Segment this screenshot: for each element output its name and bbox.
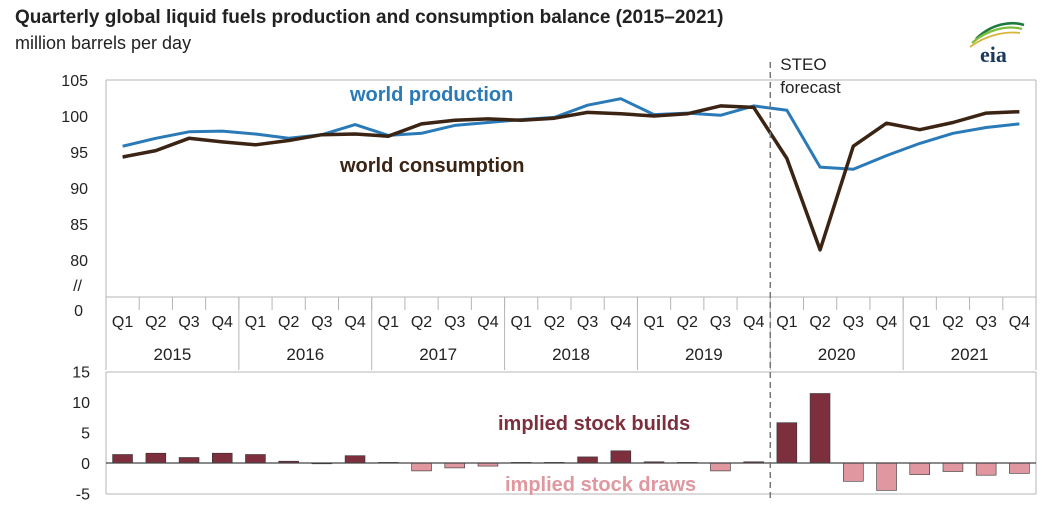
x-tick-label: Q3 bbox=[311, 314, 332, 331]
year-label: 2021 bbox=[951, 345, 989, 364]
y-axis-break: // bbox=[73, 278, 82, 295]
x-tick-label: Q1 bbox=[511, 314, 532, 331]
y-tick-label: 100 bbox=[61, 109, 88, 126]
x-tick-label: Q3 bbox=[976, 314, 997, 331]
year-label: 2015 bbox=[154, 345, 192, 364]
x-tick-label: Q1 bbox=[643, 314, 664, 331]
bar-y-tick-label: 15 bbox=[72, 365, 90, 382]
forecast-label-steo: STEO bbox=[780, 55, 826, 74]
stock-build-bar bbox=[112, 454, 133, 464]
x-tick-label: Q1 bbox=[909, 314, 930, 331]
bar-y-tick-label: 10 bbox=[72, 395, 90, 412]
stock-draw-bar bbox=[411, 462, 432, 472]
y-tick-label: 105 bbox=[61, 73, 88, 90]
draws-label: implied stock draws bbox=[505, 474, 696, 496]
year-label: 2020 bbox=[818, 345, 856, 364]
production-label: world production bbox=[349, 84, 513, 106]
x-tick-label: Q2 bbox=[677, 314, 698, 331]
y-tick-label: 0 bbox=[74, 303, 83, 320]
builds-label: implied stock builds bbox=[498, 413, 690, 435]
x-tick-label: Q2 bbox=[544, 314, 565, 331]
stock-build-bar bbox=[809, 393, 831, 464]
x-tick-label: Q1 bbox=[378, 314, 399, 331]
x-tick-label: Q2 bbox=[278, 314, 299, 331]
year-label: 2019 bbox=[685, 345, 723, 364]
x-tick-label: Q3 bbox=[710, 314, 731, 331]
x-tick-label: Q4 bbox=[212, 314, 233, 331]
stock-draw-bar bbox=[843, 462, 864, 482]
consumption-line bbox=[122, 104, 1020, 252]
x-tick-label: Q3 bbox=[843, 314, 864, 331]
x-tick-label: Q2 bbox=[411, 314, 432, 331]
stock-build-bar bbox=[610, 450, 632, 464]
x-tick-label: Q1 bbox=[776, 314, 797, 331]
x-tick-label: Q1 bbox=[112, 314, 133, 331]
year-label: 2017 bbox=[419, 345, 457, 364]
chart-title: Quarterly global liquid fuels production… bbox=[15, 7, 724, 28]
y-tick-label: 90 bbox=[70, 181, 88, 198]
consumption-label: world consumption bbox=[339, 155, 524, 177]
x-tick-label: Q4 bbox=[610, 314, 631, 331]
forecast-label-forecast: forecast bbox=[780, 78, 841, 97]
stock-draw-bar bbox=[1009, 462, 1030, 474]
stock-draw-bar bbox=[710, 462, 731, 472]
x-tick-label: Q2 bbox=[809, 314, 830, 331]
chart-subtitle: million barrels per day bbox=[15, 33, 192, 53]
stock-build-bar bbox=[145, 452, 167, 464]
stock-draw-bar bbox=[942, 462, 964, 472]
stock-build-bar bbox=[344, 455, 366, 464]
x-tick-label: Q3 bbox=[178, 314, 199, 331]
stock-draw-bar bbox=[975, 462, 997, 476]
y-tick-label: 95 bbox=[70, 145, 88, 162]
logo-text: eia bbox=[980, 42, 1007, 65]
y-tick-label: 85 bbox=[70, 217, 88, 234]
y-tick-label: 80 bbox=[70, 253, 88, 270]
stock-draw-bar bbox=[876, 462, 897, 491]
eia-logo: eia bbox=[969, 21, 1025, 65]
x-tick-label: Q2 bbox=[145, 314, 166, 331]
bar-y-tick-label: 5 bbox=[81, 426, 90, 443]
production-line bbox=[122, 97, 1020, 171]
x-tick-label: Q4 bbox=[743, 314, 764, 331]
top-line-chart: 105 100 95 90 85 80 // 0 Q1 Q2 Q3 Q4 Q1 Q2 Q3 Q4 Q1 Q2 Q3 Q… bbox=[61, 55, 1037, 370]
bar-y-tick-label: -5 bbox=[76, 487, 90, 504]
stock-draw-bar bbox=[444, 462, 465, 469]
x-tick-label: Q4 bbox=[1009, 314, 1030, 331]
x-tick-label: Q3 bbox=[577, 314, 598, 331]
stock-build-bar bbox=[212, 452, 233, 464]
stock-build-bar bbox=[776, 422, 798, 464]
stock-build-bar bbox=[577, 456, 598, 464]
bottom-bar-chart: 15 10 5 0 -5 implied stock builds implied stoc… bbox=[72, 365, 1037, 504]
year-label: 2018 bbox=[552, 345, 590, 364]
stock-draw-bar bbox=[909, 462, 930, 475]
x-tick-label: Q4 bbox=[344, 314, 365, 331]
x-tick-label: Q4 bbox=[477, 314, 498, 331]
year-label: 2016 bbox=[286, 345, 324, 364]
x-tick-label: Q4 bbox=[876, 314, 897, 331]
stock-build-bar bbox=[178, 457, 200, 464]
x-tick-label: Q3 bbox=[444, 314, 465, 331]
x-tick-label: Q1 bbox=[245, 314, 266, 331]
bar-y-tick-label: 0 bbox=[81, 456, 90, 473]
stock-build-bar bbox=[245, 454, 266, 464]
x-tick-label: Q2 bbox=[942, 314, 963, 331]
